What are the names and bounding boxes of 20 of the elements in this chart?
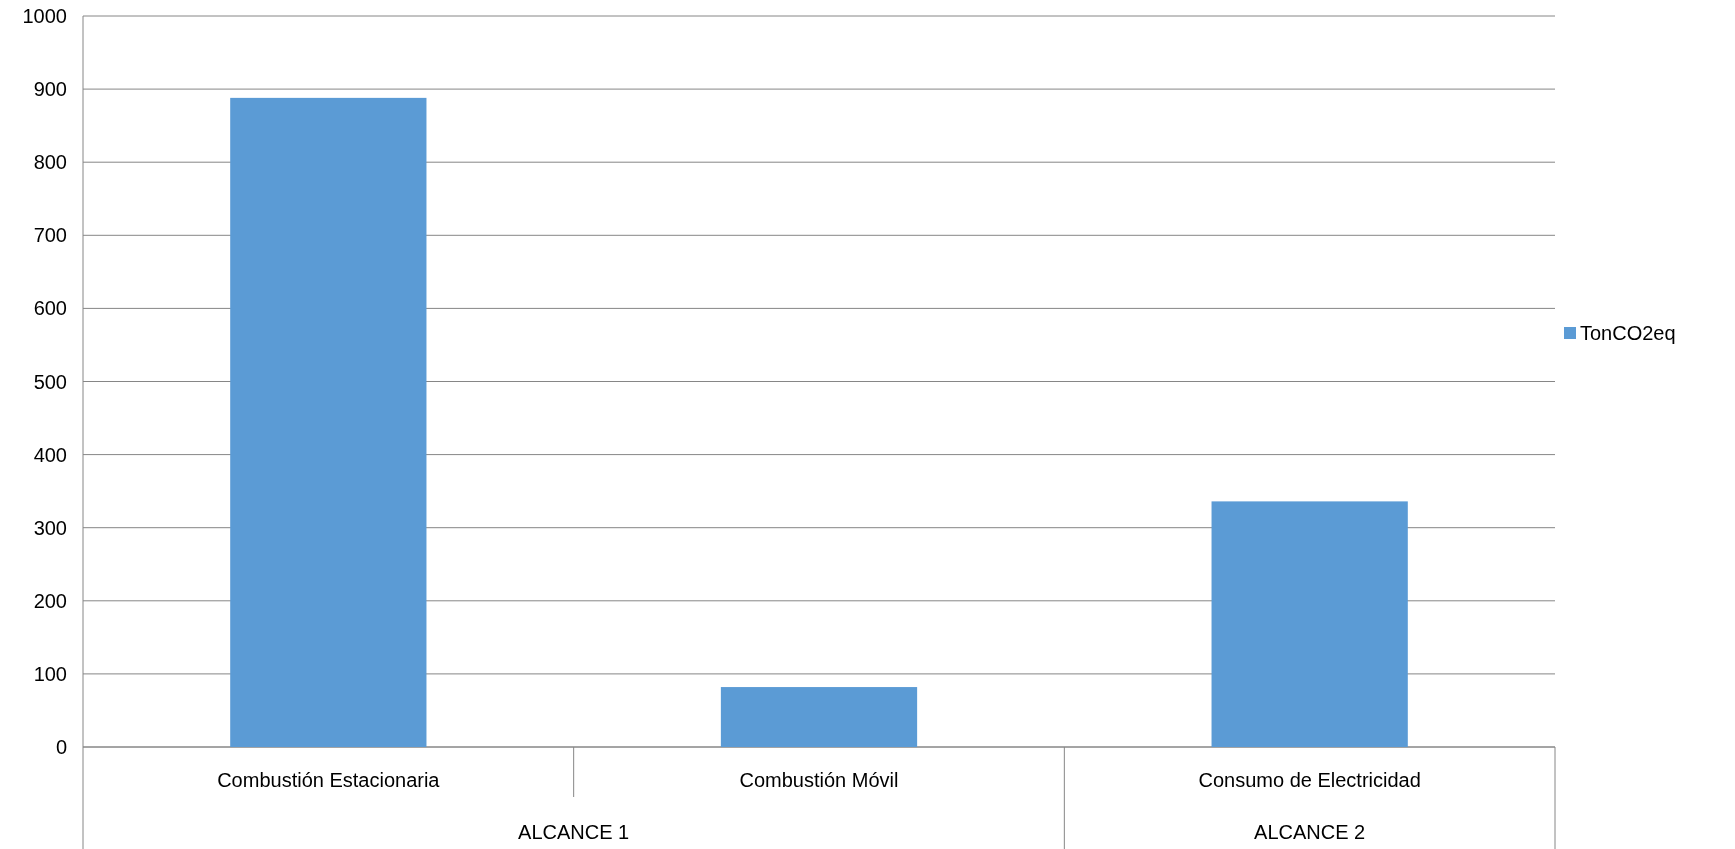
- x-tick-label: Combustión Estacionaria: [217, 769, 441, 791]
- y-tick-label: 500: [33, 370, 67, 393]
- text: ALCANCE 1: [518, 821, 630, 843]
- y-tick-label: 800: [33, 151, 67, 174]
- y-tick-label: 200: [33, 589, 67, 612]
- y-tick-label: 900: [33, 78, 67, 101]
- legend-label: TonCO2eq: [1580, 322, 1676, 344]
- x-tick-label: Combustión Móvil: [739, 769, 899, 791]
- bar: [1211, 501, 1408, 747]
- y-tick-label: 700: [33, 224, 67, 247]
- y-tick-label: 400: [33, 443, 67, 466]
- y-tick-label: 300: [33, 516, 67, 539]
- y-tick-label: 100: [33, 662, 67, 685]
- y-tick-label: 1000: [22, 5, 67, 27]
- text: ALCANCE 2: [1254, 821, 1366, 843]
- bar: [720, 687, 918, 747]
- y-tick-label: 0: [55, 736, 67, 758]
- bar: [230, 97, 427, 747]
- x-tick-label: Consumo de Electricidad: [1198, 769, 1421, 791]
- y-tick-label: 600: [33, 297, 67, 320]
